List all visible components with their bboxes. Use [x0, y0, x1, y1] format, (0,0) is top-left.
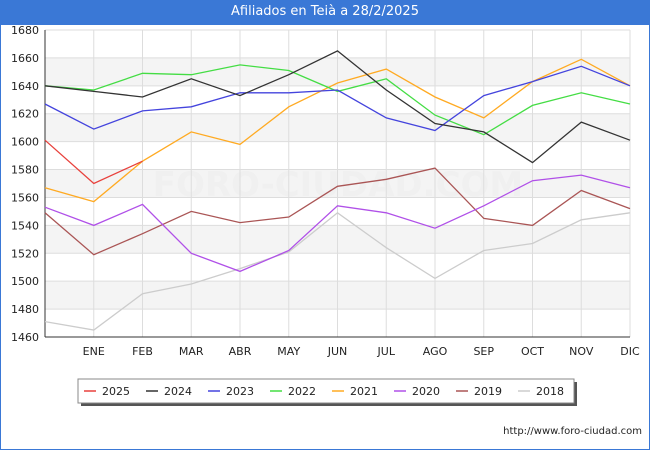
series-line-2018 — [44, 211, 631, 331]
legend-label-2024: 2024 — [164, 385, 192, 398]
series-line-2020 — [44, 174, 631, 273]
legend-box — [77, 378, 575, 404]
x-tick-label: NOV — [569, 345, 594, 358]
y-tick-label: 1620 — [11, 108, 39, 121]
y-tick-label: 1460 — [11, 331, 39, 344]
legend-label-2023: 2023 — [226, 385, 254, 398]
y-tick-label: 1500 — [11, 275, 39, 288]
legend: 2025 2024 2023 2022 2021 2020 2019 2018 — [77, 378, 577, 406]
x-tick-label: FEB — [132, 345, 153, 358]
y-tick-label: 1680 — [11, 24, 39, 37]
y-tick-label: 1520 — [11, 247, 39, 260]
series-line-2023 — [44, 65, 631, 132]
x-tick-label: JUL — [377, 345, 396, 358]
y-tick-label: 1580 — [11, 164, 39, 177]
y-tick-label: 1640 — [11, 80, 39, 93]
x-tick-label: SEP — [473, 345, 494, 358]
series-line-2025 — [44, 139, 143, 185]
series-line-2019 — [44, 167, 631, 256]
y-tick-label: 1480 — [11, 303, 39, 316]
legend-label-2022: 2022 — [288, 385, 316, 398]
x-axis-ticks: ENE FEB MAR ABR MAY JUN JUL AGO SEP OCT NOV DIC — [83, 345, 640, 358]
source-credit: http://www.foro-ciudad.com — [503, 426, 642, 437]
series-line-2024 — [44, 50, 631, 164]
x-tick-label: ABR — [229, 345, 252, 358]
legend-label-2021: 2021 — [350, 385, 378, 398]
series-lines — [44, 50, 631, 331]
legend-label-2018: 2018 — [536, 385, 564, 398]
y-tick-label: 1600 — [11, 136, 39, 149]
y-tick-label: 1540 — [11, 219, 39, 232]
series-line-2022 — [44, 64, 631, 136]
x-tick-label: MAR — [179, 345, 204, 358]
x-tick-label: DIC — [620, 345, 640, 358]
y-tick-label: 1560 — [11, 191, 39, 204]
y-tick-label: 1660 — [11, 52, 39, 65]
x-tick-label: MAY — [277, 345, 300, 358]
legend-label-2019: 2019 — [474, 385, 502, 398]
x-tick-label: AGO — [423, 345, 448, 358]
axes — [44, 30, 630, 338]
x-tick-label: OCT — [521, 345, 544, 358]
legend-label-2025: 2025 — [102, 385, 130, 398]
legend-label-2020: 2020 — [412, 385, 440, 398]
chart-title: Afiliados en Teià a 28/2/2025 — [0, 0, 650, 24]
x-tick-label: ENE — [83, 345, 105, 358]
y-axis-ticks: 1460 1480 1500 1520 1540 1560 1580 1600 1620 1640… — [11, 24, 39, 344]
x-tick-label: JUN — [327, 345, 348, 358]
